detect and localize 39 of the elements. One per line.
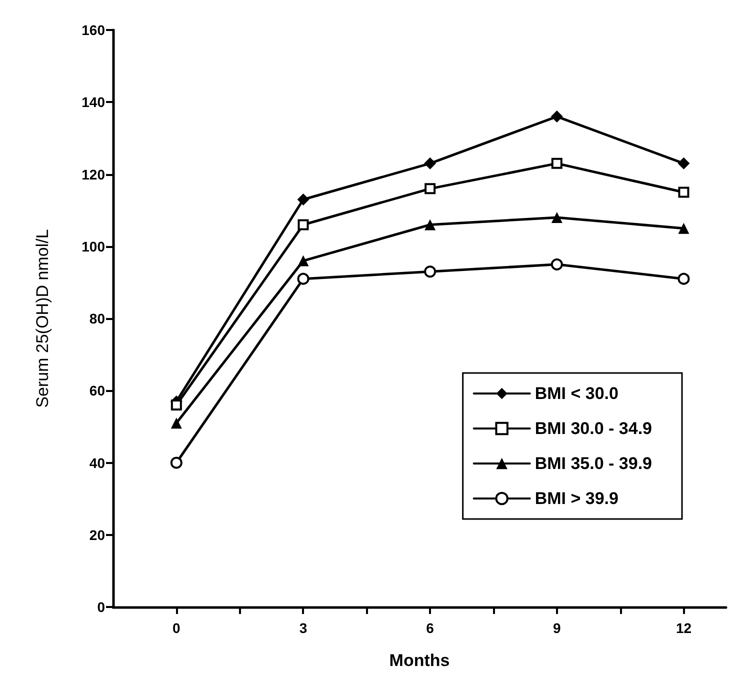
point (551, 212, 562, 224)
point (298, 219, 309, 230)
point (298, 255, 309, 266)
x-tick-label: 0 (172, 620, 181, 636)
point (550, 258, 563, 270)
point (678, 272, 690, 285)
legend-label: BMI > 39.9 (534, 489, 618, 508)
x-axis-title: Months (389, 651, 450, 670)
point (424, 157, 436, 170)
point (424, 219, 436, 230)
point (170, 400, 182, 411)
point (297, 193, 310, 206)
x-tick-label: 6 (426, 620, 434, 636)
y-tick-label: 100 (82, 238, 106, 254)
point (297, 272, 310, 285)
point (170, 418, 182, 429)
point (678, 186, 690, 198)
x-tick-label: 9 (553, 620, 561, 636)
point (678, 222, 690, 234)
y-axis-title: Serum 25(OH)D nmol/L (33, 229, 52, 408)
point (551, 158, 562, 169)
y-tick-label: 80 (89, 310, 106, 326)
point (170, 456, 182, 469)
legend-label: BMI < 30.0 (534, 384, 618, 403)
y-tick-label: 40 (89, 454, 106, 471)
y-tick-label: 160 (82, 22, 106, 38)
y-tick-label: 60 (89, 382, 106, 399)
y-tick-label: 120 (82, 166, 106, 182)
y-tick-label: 0 (97, 599, 106, 615)
point (550, 110, 563, 123)
point (678, 157, 690, 170)
y-tick-label: 140 (82, 94, 106, 110)
x-tick-label: 12 (676, 620, 692, 636)
y-tick-label: 20 (89, 526, 106, 543)
legend-label: BMI 35.0 - 39.9 (534, 454, 652, 473)
point (424, 266, 436, 278)
point (424, 183, 436, 194)
x-tick-label: 3 (299, 620, 308, 636)
legend-label: BMI 30.0 - 34.9 (534, 419, 652, 438)
